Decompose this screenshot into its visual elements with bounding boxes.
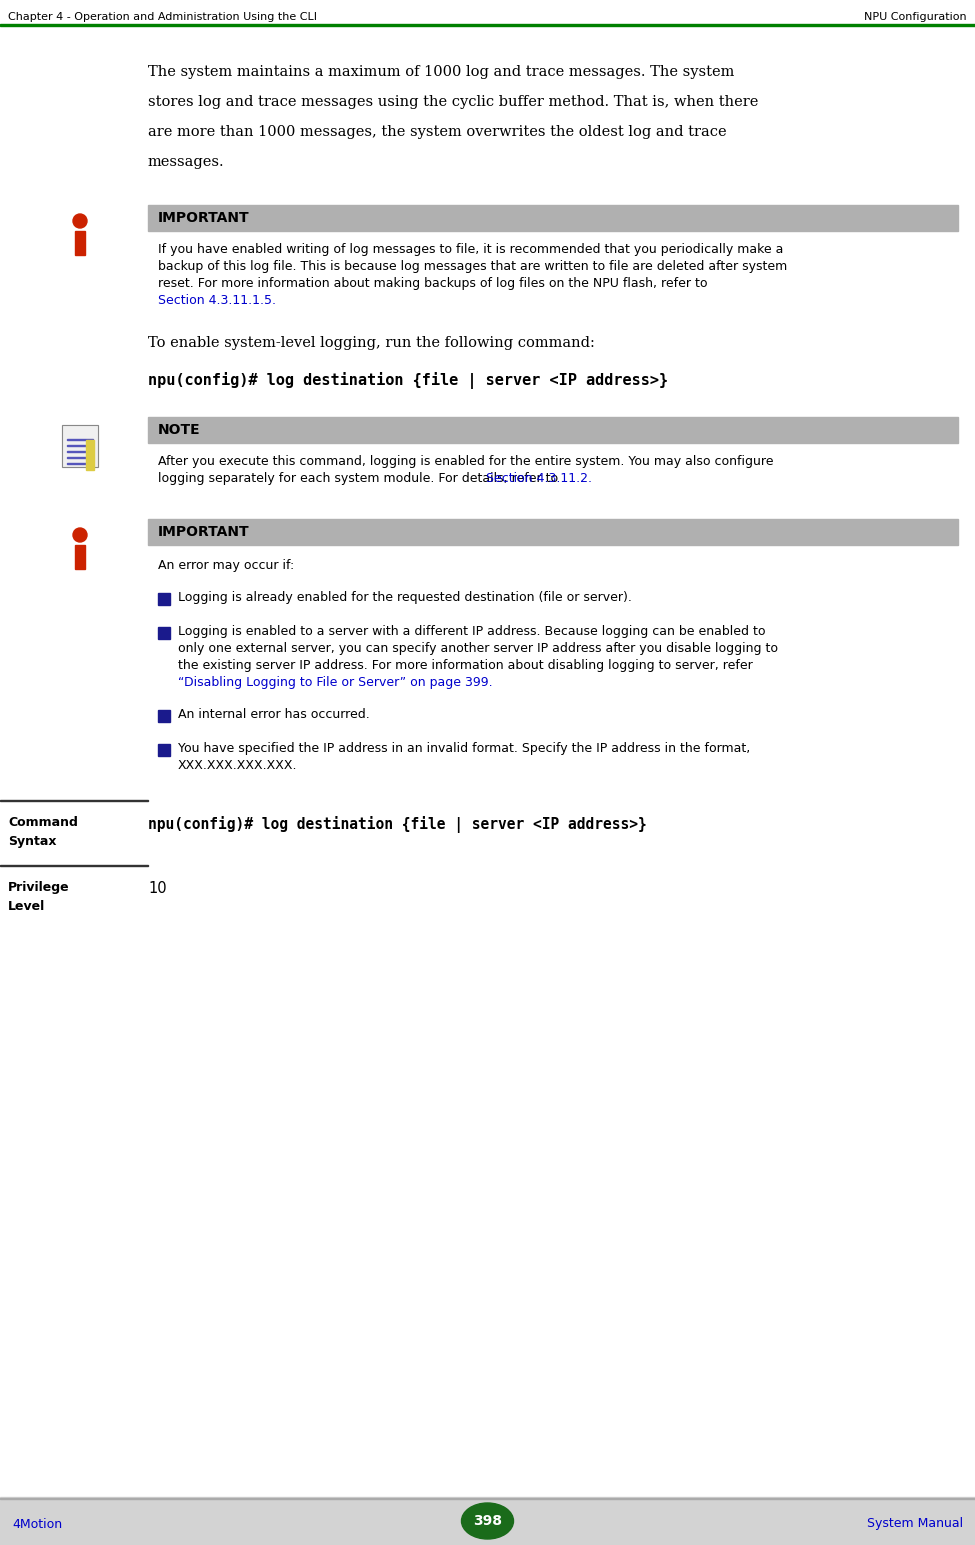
- Bar: [148, 417, 958, 443]
- Text: IMPORTANT: IMPORTANT: [158, 212, 250, 226]
- Text: “Disabling Logging to File or Server” on page 399.: “Disabling Logging to File or Server” on…: [178, 677, 492, 689]
- Text: Privilege
Level: Privilege Level: [8, 881, 69, 913]
- Text: System Manual: System Manual: [867, 1517, 963, 1531]
- Text: Section 4.3.11.2.: Section 4.3.11.2.: [487, 473, 592, 485]
- Bar: [148, 205, 958, 232]
- Text: If you have enabled writing of log messages to file, it is recommended that you : If you have enabled writing of log messa…: [158, 243, 783, 256]
- Text: To enable system-level logging, run the following command:: To enable system-level logging, run the …: [148, 335, 595, 351]
- Bar: [86, 440, 94, 470]
- Bar: [62, 425, 98, 467]
- Text: Section 4.3.11.1.5.: Section 4.3.11.1.5.: [158, 294, 276, 307]
- Ellipse shape: [461, 1503, 514, 1539]
- Bar: [158, 627, 170, 640]
- Text: backup of this log file. This is because log messages that are written to file a: backup of this log file. This is because…: [158, 260, 787, 273]
- Text: An internal error has occurred.: An internal error has occurred.: [178, 708, 370, 722]
- Text: NOTE: NOTE: [158, 423, 201, 437]
- Text: The system maintains a maximum of 1000 log and trace messages. The system: The system maintains a maximum of 1000 l…: [148, 65, 734, 79]
- Text: logging separately for each system module. For details, refer to: logging separately for each system modul…: [158, 473, 563, 485]
- Text: 4Motion: 4Motion: [12, 1517, 62, 1531]
- Text: You have specified the IP address in an invalid format. Specify the IP address i: You have specified the IP address in an …: [178, 742, 750, 756]
- Text: reset. For more information about making backups of log files on the NPU flash, : reset. For more information about making…: [158, 277, 708, 290]
- Text: Logging is already enabled for the requested destination (file or server).: Logging is already enabled for the reque…: [178, 592, 632, 604]
- Text: npu(config)# log destination {file | server <IP address>}: npu(config)# log destination {file | ser…: [148, 372, 668, 389]
- Text: npu(config)# log destination {file | server <IP address>}: npu(config)# log destination {file | ser…: [148, 816, 646, 833]
- Text: the existing server IP address. For more information about disabling logging to : the existing server IP address. For more…: [178, 660, 753, 672]
- Text: IMPORTANT: IMPORTANT: [158, 525, 250, 539]
- Bar: [75, 232, 85, 255]
- Text: Logging is enabled to a server with a different IP address. Because logging can : Logging is enabled to a server with a di…: [178, 626, 765, 638]
- Bar: [0, 1497, 975, 1545]
- Bar: [75, 545, 85, 569]
- Circle shape: [73, 528, 87, 542]
- Bar: [148, 519, 958, 545]
- Bar: [0, 23, 975, 26]
- Bar: [158, 745, 170, 756]
- Text: XXX.XXX.XXX.XXX.: XXX.XXX.XXX.XXX.: [178, 759, 297, 772]
- Bar: [158, 711, 170, 722]
- Circle shape: [73, 215, 87, 229]
- Text: only one external server, you can specify another server IP address after you di: only one external server, you can specif…: [178, 643, 778, 655]
- Text: 10: 10: [148, 881, 167, 896]
- Text: 398: 398: [473, 1514, 502, 1528]
- Text: Command
Syntax: Command Syntax: [8, 816, 78, 848]
- Text: are more than 1000 messages, the system overwrites the oldest log and trace: are more than 1000 messages, the system …: [148, 125, 726, 139]
- Text: NPU Configuration: NPU Configuration: [865, 12, 967, 22]
- Text: messages.: messages.: [148, 154, 224, 168]
- Text: Chapter 4 - Operation and Administration Using the CLI: Chapter 4 - Operation and Administration…: [8, 12, 317, 22]
- Text: stores log and trace messages using the cyclic buffer method. That is, when ther: stores log and trace messages using the …: [148, 94, 759, 110]
- Text: After you execute this command, logging is enabled for the entire system. You ma: After you execute this command, logging …: [158, 454, 773, 468]
- Bar: [158, 593, 170, 606]
- Text: An error may occur if:: An error may occur if:: [158, 559, 294, 572]
- Bar: [62, 425, 98, 467]
